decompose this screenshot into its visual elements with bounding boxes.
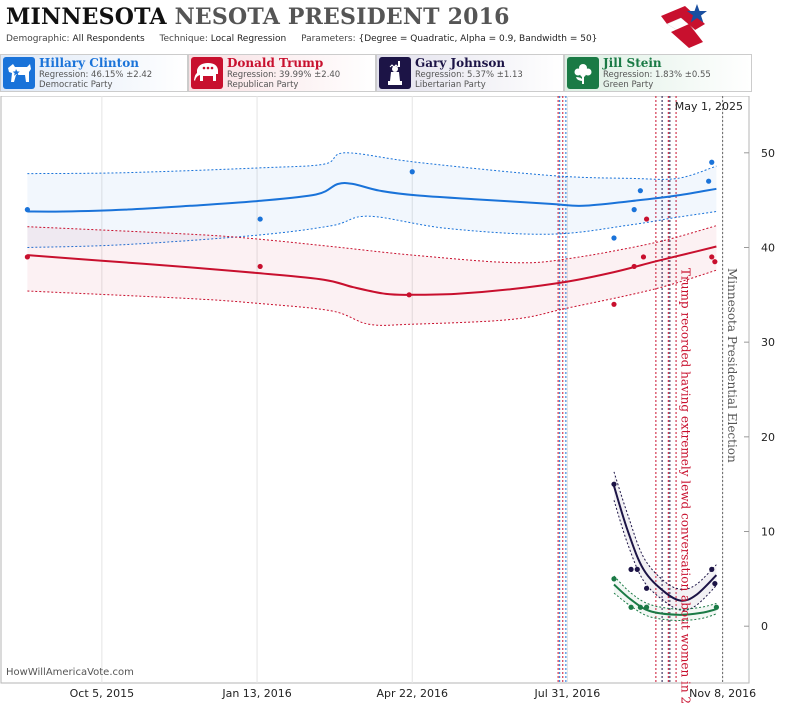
poll-point: [611, 576, 617, 582]
x-tick-label: Jul 31, 2016: [534, 687, 601, 700]
date-label: May 1, 2025: [675, 100, 743, 113]
candidate-regression: Regression: 39.99% ±2.40: [227, 70, 341, 80]
poll-point: [709, 159, 715, 165]
technique-value: Local Regression: [210, 34, 287, 44]
poll-point: [257, 263, 263, 270]
poll-point: [631, 263, 637, 270]
chart-header: MINNESOTA NESOTA PRESIDENT 2016 Demograp…: [0, 0, 749, 52]
y-tick-label: 30: [761, 336, 775, 349]
candidate-name: Gary Johnson: [415, 56, 506, 70]
candidate-cards: Hillary Clinton Regression: 46.15% ±2.42…: [0, 54, 752, 94]
chart-area: Oct 5, 2015 Jan 13, 2016 Apr 22, 2016 Jul 3…: [0, 96, 775, 704]
y-tick-label: 40: [761, 241, 775, 254]
x-tick-label: Apr 22, 2016: [376, 687, 448, 700]
y-tick-label: 20: [761, 431, 775, 444]
technique-label: Technique:: [159, 34, 208, 44]
candidate-party: Democratic Party: [39, 80, 113, 90]
candidate-card-stein[interactable]: Jill Stein Regression: 1.83% ±0.55 Green…: [564, 54, 752, 92]
leaf-icon: [567, 57, 599, 89]
demographic-label: Demographic:: [6, 34, 70, 44]
poll-point: [640, 254, 647, 260]
poll-point: [709, 254, 715, 260]
poll-point: [643, 216, 650, 222]
page-title: MINNESOTA NESOTA PRESIDENT 2016: [6, 4, 510, 30]
regression-line: [27, 181, 717, 213]
poll-point: [631, 207, 637, 213]
event-annotation: Trump recorded having extremely lewd con…: [679, 268, 693, 704]
y-tick-label: 50: [761, 147, 775, 160]
candidate-party: Libertarian Party: [415, 80, 486, 90]
candidate-card-clinton[interactable]: Hillary Clinton Regression: 46.15% ±2.42…: [0, 54, 188, 92]
poll-point: [611, 235, 617, 241]
candidate-name: Jill Stein: [603, 56, 662, 70]
parameters-value: {Degree = Quadratic, Alpha = 0.9, Bandwi…: [358, 34, 598, 44]
candidate-regression: Regression: 46.15% ±2.42: [39, 70, 153, 80]
poll-point: [406, 292, 412, 298]
poll-point: [712, 580, 718, 587]
poll-point: [706, 178, 712, 184]
regression-line: [27, 245, 717, 296]
elephant-icon: [191, 57, 223, 89]
title-state: MINNESOTA: [6, 4, 167, 30]
regression-line: [613, 485, 718, 602]
candidate-name: Donald Trump: [227, 56, 324, 70]
series-jill-stein: [611, 575, 720, 622]
site-logo-icon: [661, 4, 707, 48]
demographic-value: All Respondents: [72, 34, 145, 44]
poll-point: [713, 604, 720, 610]
poll-point: [24, 254, 30, 260]
candidate-party: Green Party: [603, 80, 654, 90]
lower-bound-line: [27, 211, 717, 248]
candidate-party: Republican Party: [227, 80, 299, 90]
confidence-band: [614, 471, 717, 611]
candidate-name: Hillary Clinton: [39, 56, 139, 70]
poll-point: [643, 604, 650, 610]
upper-bound-line: [613, 575, 717, 610]
y-tick-label: 0: [761, 620, 768, 633]
event-annotation: Minnesota Presidential Election: [725, 268, 739, 463]
upper-bound-line: [27, 225, 717, 264]
poll-point: [634, 566, 640, 572]
candidate-regression: Regression: 5.37% ±1.13: [415, 70, 523, 80]
candidate-card-trump[interactable]: Donald Trump Regression: 39.99% ±2.40 Re…: [188, 54, 376, 92]
confidence-band: [27, 225, 717, 326]
x-tick-label: Jan 13, 2016: [221, 687, 291, 700]
title-rest: NESOTA PRESIDENT 2016: [174, 4, 510, 30]
plot-frame: [0, 96, 750, 684]
x-tick-label: Oct 5, 2015: [70, 687, 135, 700]
candidate-regression: Regression: 1.83% ±0.55: [603, 70, 711, 80]
poll-point: [712, 259, 718, 265]
poll-point: [257, 216, 263, 222]
series-gary-johnson: [611, 471, 718, 611]
poll-point: [709, 566, 715, 572]
poll-point: [637, 604, 643, 610]
lower-bound-line: [613, 592, 717, 622]
parameters-label: Parameters:: [301, 34, 356, 44]
lower-bound-line: [27, 269, 717, 326]
poll-point: [628, 566, 634, 572]
liberty-statue-icon: [379, 57, 411, 89]
series-donald-trump: [24, 216, 718, 326]
regression-line: [613, 583, 717, 616]
upper-bound-line: [613, 471, 717, 590]
poll-point: [643, 585, 650, 591]
poll-point: [628, 604, 634, 610]
poll-point: [611, 481, 617, 487]
confidence-band: [27, 152, 717, 248]
poll-point: [611, 301, 617, 307]
donkey-icon: [3, 57, 35, 89]
candidate-card-johnson[interactable]: Gary Johnson Regression: 5.37% ±1.13 Lib…: [376, 54, 564, 92]
poll-point: [24, 207, 30, 213]
parameters-line: Demographic: All Respondents Technique: …: [6, 34, 597, 44]
poll-point: [409, 169, 415, 175]
x-tick-label: Nov 8, 2016: [689, 687, 756, 700]
series-hillary-clinton: [24, 152, 717, 248]
watermark: HowWillAmericaVote.com: [6, 667, 134, 678]
poll-point: [637, 188, 643, 194]
y-tick-label: 10: [761, 526, 775, 539]
